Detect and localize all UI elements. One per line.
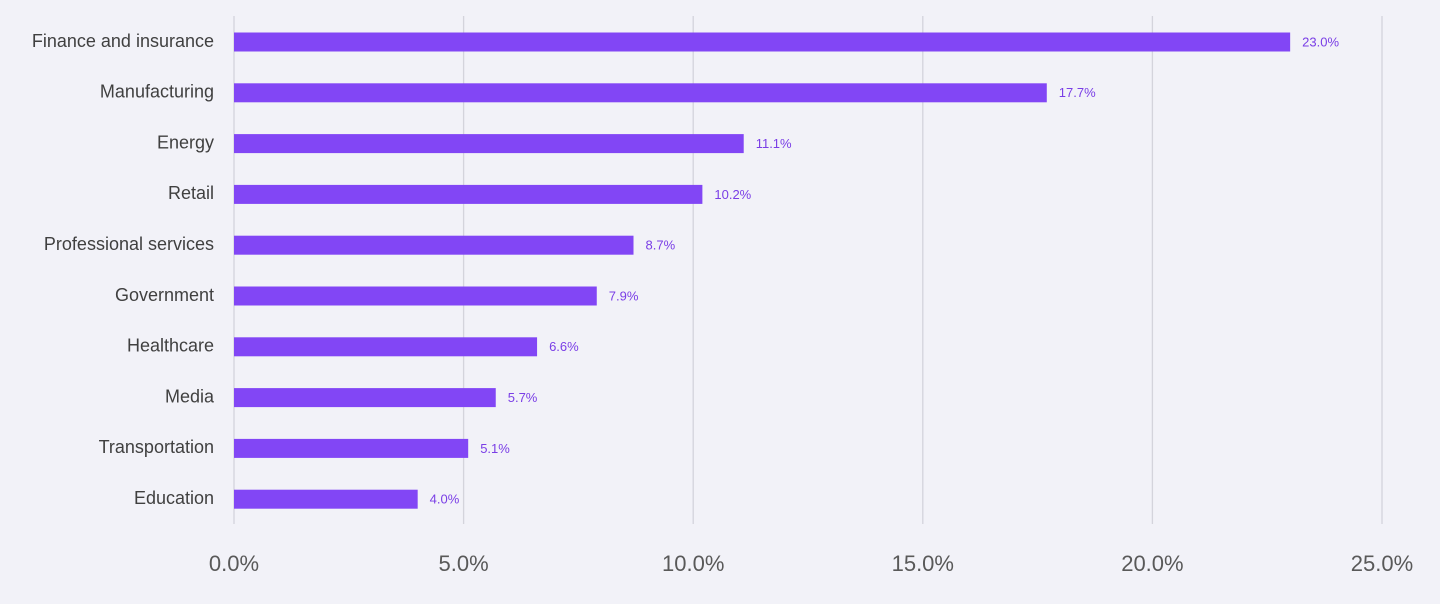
data-label: 5.1% <box>480 441 510 456</box>
bars <box>234 32 1291 509</box>
bar <box>234 286 597 306</box>
bar <box>234 235 634 255</box>
data-label: 6.6% <box>549 339 579 354</box>
x-tick-label: 10.0% <box>662 551 724 576</box>
x-tick-label: 0.0% <box>209 551 259 576</box>
category-label: Manufacturing <box>100 82 214 102</box>
category-label: Energy <box>157 132 214 152</box>
category-label: Government <box>115 285 214 305</box>
data-labels: 23.0% 17.7% 11.1% 10.2% 8.7% 7.9% 6.6% 5.7% 5.1%… <box>430 34 1340 506</box>
x-tick-label: 15.0% <box>892 551 954 576</box>
category-label: Healthcare <box>127 336 214 356</box>
bar <box>234 134 744 154</box>
x-tick-label: 20.0% <box>1121 551 1183 576</box>
data-label: 10.2% <box>714 187 751 202</box>
data-label: 23.0% <box>1302 34 1339 49</box>
bar <box>234 438 469 458</box>
data-label: 7.9% <box>609 288 639 303</box>
category-label: Media <box>165 386 215 406</box>
bar <box>234 184 703 204</box>
category-label: Retail <box>168 183 214 203</box>
category-label: Professional services <box>44 234 214 254</box>
bar <box>234 337 538 357</box>
bar <box>234 489 418 509</box>
bar <box>234 32 1291 52</box>
category-label: Transportation <box>99 437 214 457</box>
data-label: 11.1% <box>756 136 792 151</box>
x-axis-tick-labels: 0.0% 5.0% 10.0% 15.0% 20.0% 25.0% <box>209 551 1413 576</box>
data-label: 8.7% <box>646 238 676 253</box>
category-label: Finance and insurance <box>32 31 214 51</box>
data-label: 5.7% <box>508 390 538 405</box>
data-label: 4.0% <box>430 492 460 507</box>
category-label: Education <box>134 488 214 508</box>
x-tick-label: 5.0% <box>439 551 489 576</box>
x-tick-label: 25.0% <box>1351 551 1413 576</box>
bar <box>234 388 496 408</box>
bar <box>234 83 1047 103</box>
data-label: 17.7% <box>1059 85 1096 100</box>
category-labels: Finance and insurance Manufacturing Energy… <box>32 31 215 508</box>
